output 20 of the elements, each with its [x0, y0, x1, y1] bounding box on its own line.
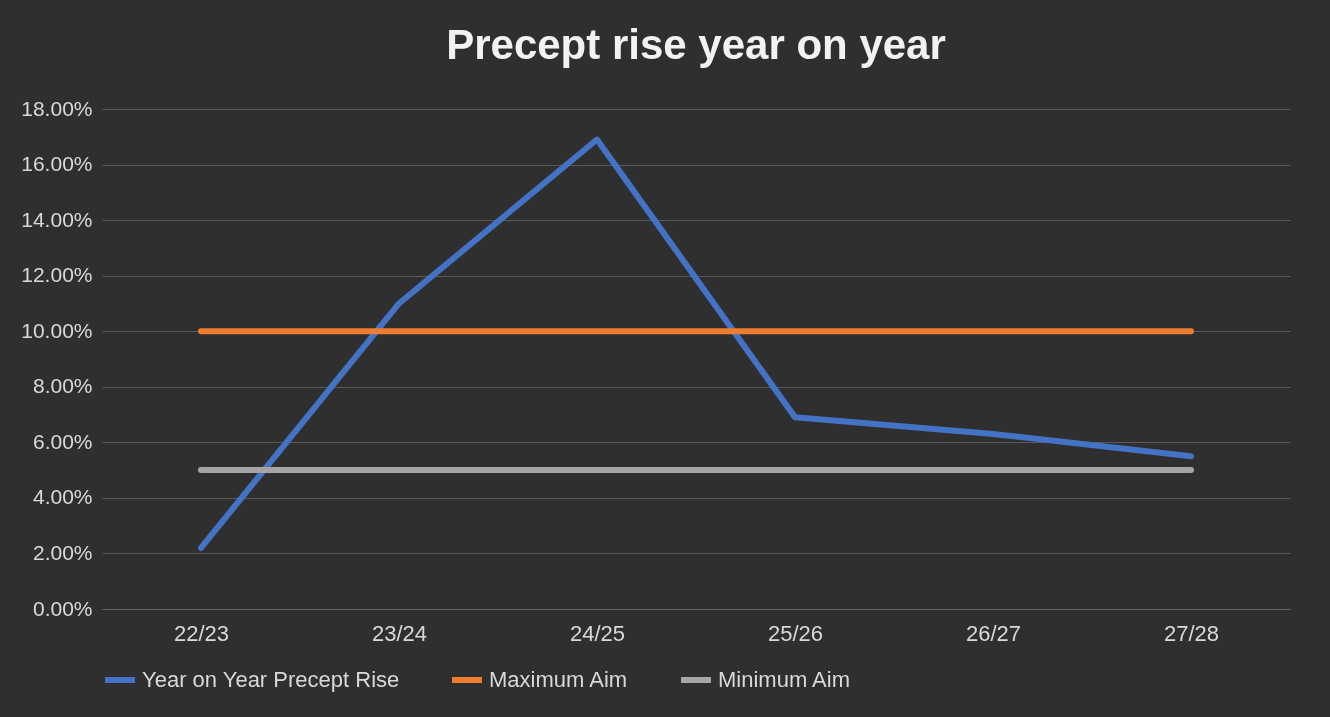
y-tick-label: 6.00%: [32, 429, 93, 453]
legend-label: Maximum Aim: [489, 667, 628, 692]
y-tick-label: 2.00%: [32, 540, 93, 564]
x-tick-label: 25/26: [767, 620, 824, 646]
chart-title: Precept rise year on year: [446, 21, 946, 68]
x-tick-label: 22/23: [173, 620, 230, 646]
legend-label: Minimum Aim: [718, 667, 851, 692]
x-tick-label: 24/25: [569, 620, 626, 646]
y-tick-label: 8.00%: [32, 374, 93, 398]
y-tick-label: 16.00%: [21, 152, 93, 176]
y-tick-label: 10.00%: [21, 318, 93, 342]
x-tick-label: 27/28: [1163, 620, 1220, 646]
y-tick-label: 12.00%: [21, 263, 93, 287]
y-tick-label: 18.00%: [21, 96, 93, 120]
y-tick-label: 4.00%: [32, 485, 93, 509]
y-tick-label: 0.00%: [32, 596, 93, 620]
x-tick-label: 26/27: [965, 620, 1022, 646]
x-tick-label: 23/24: [371, 620, 428, 646]
legend-label: Year on Year Precept Rise: [142, 667, 400, 692]
y-tick-label: 14.00%: [21, 207, 93, 231]
